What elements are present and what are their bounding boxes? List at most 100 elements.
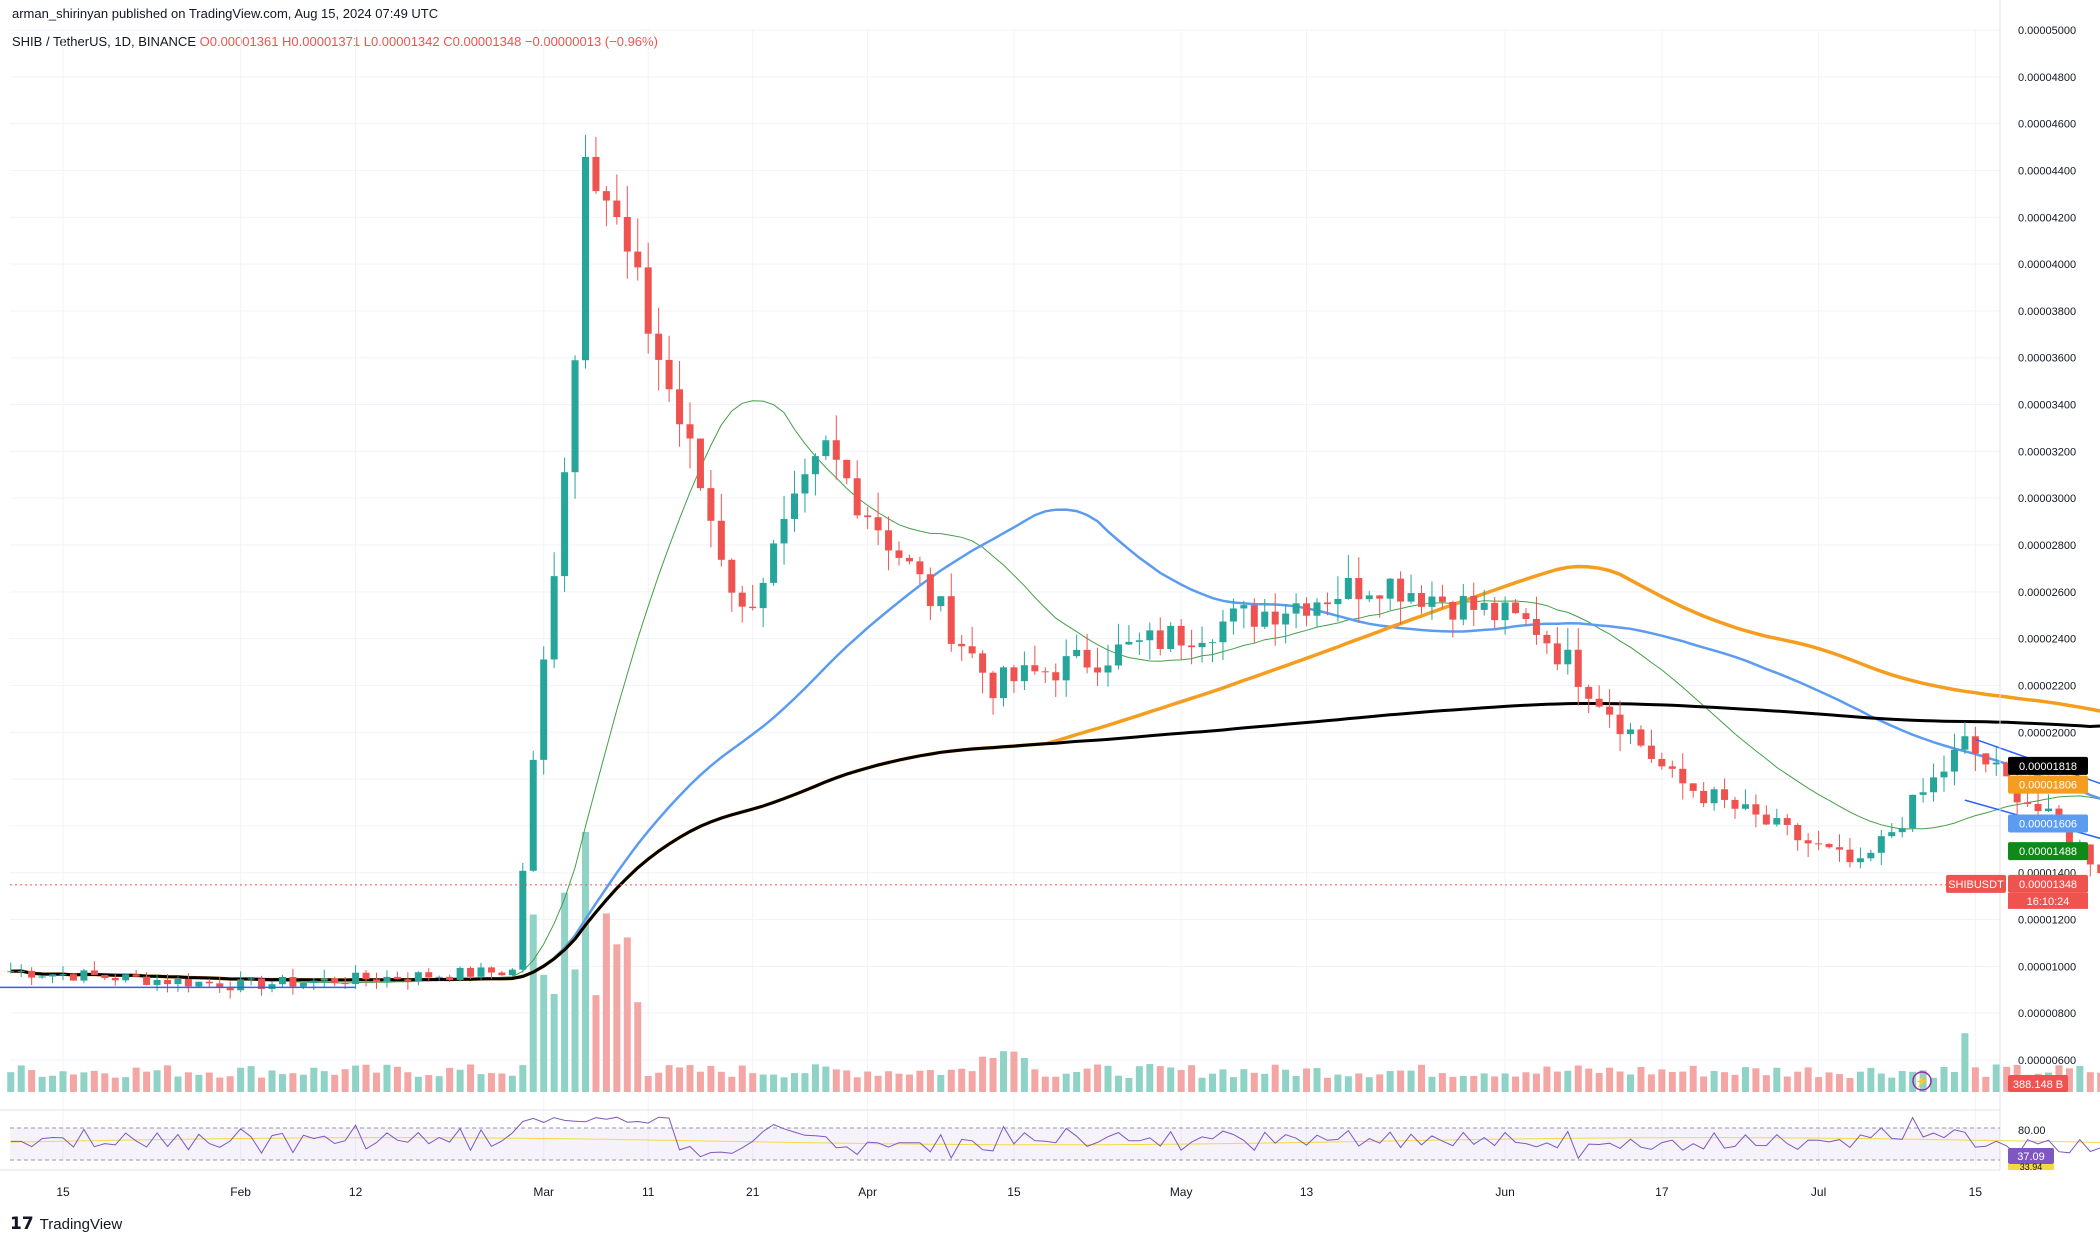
candle-body	[519, 870, 527, 970]
candle	[1909, 794, 1917, 833]
candle-body	[874, 517, 882, 531]
candle	[456, 966, 464, 982]
candle-body	[529, 759, 537, 871]
candle-body	[1856, 858, 1864, 863]
candle-body	[1930, 777, 1938, 793]
countdown: 16:10:24	[2027, 896, 2070, 908]
candle	[1689, 783, 1697, 798]
candle-body	[1804, 840, 1812, 844]
candle	[561, 457, 569, 592]
volume-bar	[1020, 1057, 1028, 1092]
rsi-band	[10, 1128, 2000, 1160]
candle-body	[1982, 753, 1990, 765]
volume-bar	[728, 1076, 736, 1092]
candle-body	[1418, 593, 1425, 607]
candle-body	[1114, 644, 1122, 666]
candle-body	[1240, 605, 1248, 609]
candle	[477, 962, 485, 980]
candle-body	[1867, 852, 1875, 859]
rsi-ma-value-box	[2008, 1164, 2054, 1170]
candle	[508, 968, 516, 977]
volume-bar	[143, 1071, 151, 1092]
candle	[634, 218, 642, 281]
candle	[1209, 639, 1216, 662]
volume-bar	[111, 1077, 119, 1092]
candle	[487, 966, 495, 979]
tradingview-footer: 𝟭𝟳 TradingView	[10, 1214, 122, 1234]
candle-body	[905, 557, 913, 562]
volume-bar	[832, 1069, 840, 1092]
volume-bar	[1313, 1068, 1321, 1092]
channel-lower-line	[1964, 799, 2100, 840]
candle-body	[885, 530, 893, 551]
candle	[1961, 721, 1969, 754]
candle-body	[1292, 603, 1300, 614]
candle	[164, 973, 171, 993]
volume-bar	[1355, 1073, 1363, 1092]
volume-bar	[623, 937, 631, 1092]
candle	[540, 646, 548, 775]
candle-body	[2086, 844, 2094, 865]
volume-bar	[1261, 1073, 1269, 1092]
volume-bar	[759, 1074, 767, 1092]
candle	[811, 453, 819, 496]
volume-bar	[1156, 1066, 1164, 1092]
candle-body	[1438, 596, 1446, 602]
candle-body	[383, 976, 391, 982]
volume-bar	[592, 995, 600, 1092]
candle-body	[1522, 613, 1530, 619]
price-tick-label: 0.00003200	[2018, 446, 2076, 458]
volume-bar	[780, 1077, 788, 1092]
volume-bar	[341, 1069, 349, 1092]
price-labels: 0.00001818 0.00001806 0.00001606 0.00001488…	[1946, 756, 2088, 909]
candle-body	[122, 974, 130, 981]
volume-bar	[864, 1071, 872, 1092]
candle	[926, 567, 934, 621]
candle	[1846, 838, 1854, 868]
volume-bar	[2097, 1072, 2100, 1092]
candle	[1020, 651, 1028, 691]
price-label-value: 0.00001806	[2019, 780, 2077, 792]
symbol-name[interactable]: SHIB / TetherUS, 1D, BINANCE	[12, 34, 196, 49]
candle-body	[968, 646, 976, 654]
candle-body	[101, 974, 109, 978]
tradingview-logo-text: TradingView	[39, 1215, 123, 1233]
candle	[195, 981, 203, 988]
volume-bar	[2076, 1065, 2084, 1092]
candle	[1950, 733, 1958, 786]
candle	[1898, 816, 1906, 838]
candle-body	[623, 217, 631, 252]
volume-bar	[1386, 1071, 1394, 1092]
candle	[979, 650, 987, 694]
candle	[393, 971, 401, 980]
volume-bar	[226, 1076, 234, 1092]
candle	[1804, 833, 1812, 858]
price-label-value: 0.00001348	[2019, 879, 2077, 891]
volume-bar	[1794, 1071, 1802, 1092]
candle-body	[1010, 667, 1018, 682]
volume-bar	[38, 1076, 46, 1092]
candle-body	[1094, 667, 1102, 673]
candle	[602, 186, 610, 227]
candle-body	[80, 970, 88, 981]
volume-bar	[571, 969, 579, 1092]
candle-body	[69, 974, 77, 981]
candle-body	[582, 156, 589, 361]
candle	[69, 974, 77, 981]
candle	[1637, 725, 1645, 748]
candle	[1606, 689, 1614, 728]
time-tick-label: 15	[1969, 1185, 1983, 1199]
candle-body	[1261, 611, 1269, 627]
candle	[320, 969, 328, 988]
volume-bar	[2086, 1072, 2094, 1092]
volume-bar	[1282, 1069, 1290, 1092]
candle-body	[1689, 783, 1697, 791]
volume-bar	[979, 1056, 987, 1092]
time-tick-label: 13	[1300, 1185, 1314, 1199]
candle-body	[1000, 667, 1007, 699]
candle-body	[1365, 595, 1373, 600]
candle	[968, 626, 976, 659]
candle-body	[1470, 595, 1478, 610]
candle	[101, 974, 109, 981]
